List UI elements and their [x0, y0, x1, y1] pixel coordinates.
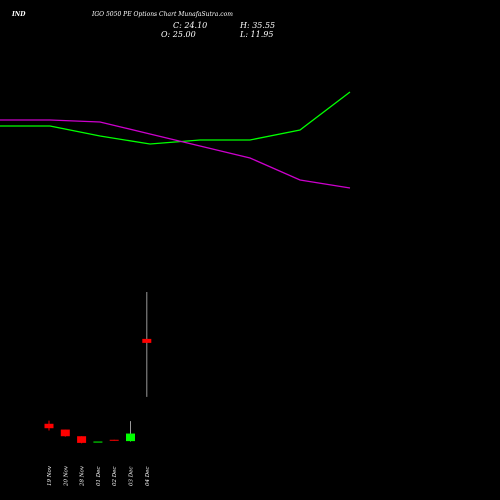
low-value: L: 11.95 [240, 30, 274, 39]
high-value: H: 35.55 [240, 21, 276, 30]
date-label: 01 Dec [96, 467, 102, 487]
date-label: 03 Dec [129, 467, 135, 487]
candle-body-3 [77, 436, 87, 443]
candle-body-2 [60, 429, 70, 437]
indicator-line-2 [0, 119, 351, 189]
date-label: 04 Dec [145, 467, 151, 487]
date-label: 19 Nov [47, 465, 53, 486]
indicator-line-1 [0, 91, 351, 145]
date-label: 28 Nov [80, 465, 86, 487]
candle-body-6 [126, 433, 135, 442]
close-value: C: 24.10 [173, 21, 208, 30]
chart-symbol: IND [12, 11, 26, 18]
chart-subtitle: IGO 5050 PE Options Chart MunafaSutra.co… [92, 11, 233, 18]
open-value: O: 25.00 [161, 30, 196, 39]
candle-body-4 [93, 441, 103, 443]
candle-body-5 [109, 439, 119, 441]
date-label: 20 Nov [63, 465, 69, 487]
date-label: 02 Dec [112, 467, 118, 487]
candle-body-1 [44, 423, 54, 429]
candle-body-7 [142, 338, 152, 343]
